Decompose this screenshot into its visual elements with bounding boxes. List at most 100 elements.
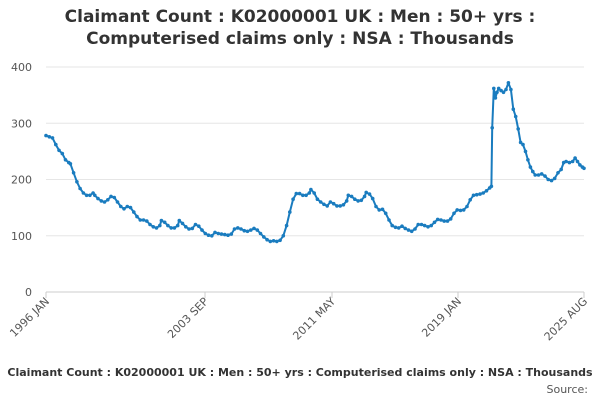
data-point: [271, 239, 276, 243]
data-point: [135, 214, 139, 219]
data-point: [281, 234, 286, 238]
data-point: [504, 87, 508, 92]
series-layer: [44, 81, 586, 244]
data-point: [206, 233, 211, 237]
data-point: [526, 158, 530, 162]
data-point: [278, 238, 282, 243]
data-point: [245, 229, 250, 234]
data-point: [338, 204, 343, 208]
data-point: [102, 200, 107, 204]
x-tick-label: 2011 MAY: [290, 295, 338, 343]
x-tick-label: 1996 JAN: [7, 295, 52, 340]
data-point: [426, 225, 430, 229]
data-point: [213, 230, 217, 235]
data-point: [239, 227, 243, 231]
data-point: [564, 159, 568, 164]
data-point: [359, 198, 364, 203]
y-tick-label: 0: [25, 286, 32, 299]
x-tick-label: 2003 SEP: [165, 295, 211, 341]
data-point: [341, 203, 346, 207]
data-point: [304, 193, 308, 198]
data-point: [474, 192, 479, 197]
data-point: [203, 231, 208, 236]
data-point: [390, 223, 395, 228]
data-point: [99, 199, 104, 203]
data-point: [452, 211, 456, 216]
data-point: [406, 228, 411, 232]
data-point: [312, 191, 317, 195]
data-point: [439, 218, 443, 222]
data-point: [162, 220, 167, 225]
data-point: [331, 201, 336, 206]
data-point: [318, 200, 323, 204]
data-point: [409, 229, 414, 234]
data-point: [370, 196, 375, 201]
data-point: [533, 173, 537, 177]
data-point: [190, 226, 195, 231]
data-point: [573, 156, 577, 160]
data-point: [141, 218, 146, 222]
data-point: [429, 223, 434, 228]
data-point: [128, 205, 133, 210]
data-point: [549, 178, 554, 183]
data-point: [400, 224, 404, 228]
data-point: [570, 159, 575, 164]
data-point: [539, 172, 544, 176]
data-point: [419, 222, 424, 227]
y-tick-label: 100: [11, 230, 32, 243]
data-point: [184, 225, 188, 229]
data-point: [50, 136, 55, 140]
data-point: [511, 107, 516, 111]
data-point: [138, 218, 143, 222]
data-point: [307, 191, 312, 195]
data-point: [166, 223, 170, 228]
data-point: [187, 227, 191, 231]
data-point: [309, 187, 313, 192]
data-point: [119, 204, 123, 209]
data-point: [154, 226, 159, 230]
data-point: [353, 197, 357, 201]
data-point: [180, 221, 185, 226]
data-point: [528, 165, 533, 169]
data-point: [432, 220, 437, 225]
data-point: [288, 210, 292, 214]
y-tick-label: 300: [11, 117, 32, 130]
data-point: [489, 184, 494, 189]
data-point: [159, 218, 164, 223]
data-point: [172, 226, 177, 230]
y-tick-label: 200: [11, 174, 32, 187]
data-point: [349, 194, 354, 199]
data-point: [216, 231, 221, 236]
data-point: [364, 190, 369, 195]
x-tick-label: 2025 AUG: [542, 295, 591, 344]
data-point: [193, 222, 198, 227]
data-point: [575, 159, 580, 164]
data-point: [413, 227, 417, 231]
footer-title: Claimant Count : K02000001 UK : Men : 50…: [7, 366, 593, 379]
data-point: [422, 223, 427, 228]
data-point: [44, 133, 48, 138]
data-point: [513, 114, 518, 119]
data-point: [458, 208, 463, 213]
data-point: [356, 199, 360, 203]
data-point: [84, 193, 89, 198]
data-point: [416, 222, 421, 227]
data-point: [232, 227, 237, 231]
data-point: [387, 218, 391, 222]
data-point: [75, 180, 79, 184]
data-point: [546, 177, 550, 182]
data-point: [265, 237, 269, 242]
data-point: [344, 199, 349, 203]
data-point: [567, 160, 572, 165]
data-point: [374, 204, 378, 209]
data-point: [229, 232, 234, 236]
data-point: [177, 218, 182, 223]
data-point: [125, 204, 130, 209]
data-point: [268, 239, 273, 244]
data-point: [559, 167, 563, 172]
data-point: [468, 198, 473, 202]
data-point: [60, 151, 65, 156]
data-point: [252, 226, 256, 231]
data-point: [81, 191, 86, 195]
data-point: [219, 232, 224, 236]
